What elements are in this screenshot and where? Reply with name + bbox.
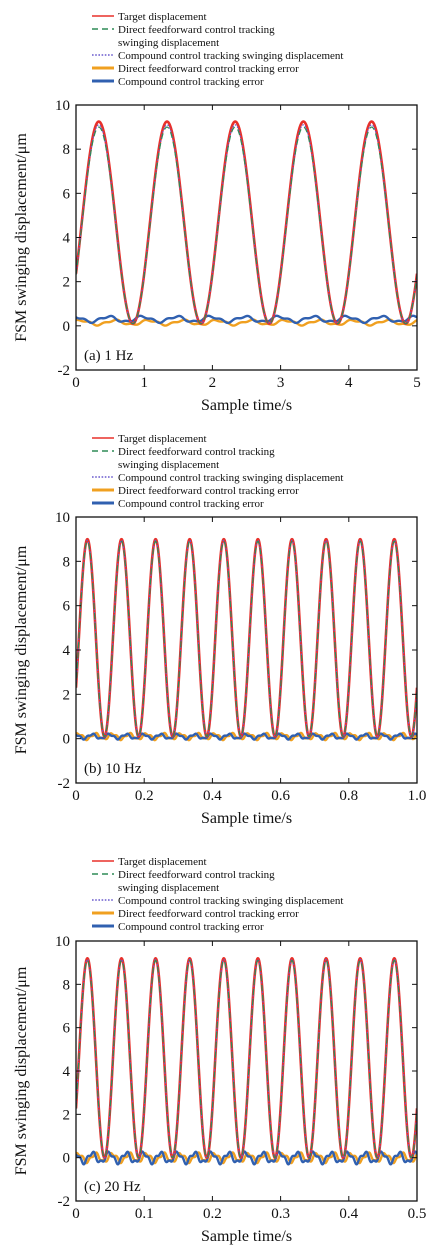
x-axis-label: Sample time/s <box>201 397 292 414</box>
x-tick-label: 1.0 <box>408 788 427 804</box>
x-axis-label: Sample time/s <box>201 1228 292 1245</box>
y-tick-label: 0 <box>63 732 71 748</box>
legend-label-direct-tracking-line2: swinging displacement <box>118 882 219 894</box>
x-tick-label: 2 <box>209 375 217 391</box>
series-compound-tracking <box>76 124 417 325</box>
y-tick-label: 4 <box>63 231 71 247</box>
x-tick-label: 1 <box>140 375 148 391</box>
y-tick-label: 2 <box>63 687 71 703</box>
y-tick-label: 0 <box>63 319 71 335</box>
y-tick-label: 8 <box>63 554 71 570</box>
y-tick-label: -2 <box>58 1194 71 1210</box>
legend-label-target: Target displacement <box>118 856 207 868</box>
y-tick-label: 10 <box>55 510 70 526</box>
legend-label-direct-tracking: Direct feedforward control tracking <box>118 446 275 458</box>
plot-frame <box>75 516 418 784</box>
x-tick-label: 3 <box>277 375 285 391</box>
legend-label-direct-error: Direct feedforward control tracking erro… <box>118 63 299 75</box>
x-tick-label: 0.5 <box>408 1206 427 1222</box>
series-compound-error <box>76 732 417 741</box>
legend-label-target: Target displacement <box>118 433 207 445</box>
y-tick-label: -2 <box>58 776 71 792</box>
panel-label: (c) 20 Hz <box>84 1179 141 1195</box>
x-tick-label: 0 <box>72 375 80 391</box>
y-tick-label: 2 <box>63 275 71 291</box>
y-tick-label: 6 <box>63 599 71 615</box>
y-tick-label: -2 <box>58 363 71 379</box>
y-tick-label: 10 <box>55 98 70 114</box>
legend-label-compound-error: Compound control tracking error <box>118 76 264 88</box>
legend-label-compound-tracking: Compound control tracking swinging displ… <box>118 472 343 484</box>
plot-frame <box>75 104 418 371</box>
y-tick-label: 2 <box>63 1107 71 1123</box>
x-tick-label: 0.8 <box>339 788 358 804</box>
legend-label-compound-tracking: Compound control tracking swinging displ… <box>118 50 343 62</box>
legend-label-direct-error: Direct feedforward control tracking erro… <box>118 908 299 920</box>
series-compound-error <box>76 314 417 325</box>
x-tick-label: 0.4 <box>339 1206 358 1222</box>
y-tick-label: 4 <box>63 1064 71 1080</box>
legend-label-compound-tracking: Compound control tracking swinging displ… <box>118 895 343 907</box>
y-tick-label: 6 <box>63 1021 71 1037</box>
series-direct-tracking <box>76 126 417 325</box>
x-tick-label: 0.2 <box>135 788 154 804</box>
x-tick-label: 0.6 <box>271 788 290 804</box>
series-group <box>76 957 417 1166</box>
y-tick-label: 8 <box>63 142 71 158</box>
x-tick-label: 0 <box>72 1206 80 1222</box>
y-tick-label: 6 <box>63 186 71 202</box>
y-tick-label: 8 <box>63 977 71 993</box>
legend-label-compound-error: Compound control tracking error <box>118 498 264 510</box>
x-tick-label: 0.1 <box>135 1206 154 1222</box>
series-target <box>76 537 417 738</box>
panel-label: (b) 10 Hz <box>84 761 142 777</box>
series-target <box>76 957 417 1159</box>
legend-label-direct-tracking: Direct feedforward control tracking <box>118 869 275 881</box>
x-axis-label: Sample time/s <box>201 810 292 827</box>
y-axis-label: FSM swinging displacement/μm <box>13 133 30 342</box>
panel-label: (a) 1 Hz <box>84 348 133 364</box>
x-tick-label: 4 <box>345 375 353 391</box>
series-group <box>76 537 417 742</box>
series-target <box>76 120 417 325</box>
y-tick-label: 0 <box>63 1151 71 1167</box>
x-tick-label: 0 <box>72 788 80 804</box>
plot-frame <box>75 940 418 1202</box>
legend-label-target: Target displacement <box>118 11 207 23</box>
y-axis-label: FSM swinging displacement/μm <box>13 545 30 754</box>
x-tick-label: 0.4 <box>203 788 222 804</box>
y-axis-label: FSM swinging displacement/μm <box>13 966 30 1175</box>
series-direct-tracking <box>76 540 417 738</box>
y-tick-label: 10 <box>55 934 70 950</box>
x-tick-label: 0.3 <box>271 1206 290 1222</box>
series-group <box>76 120 417 327</box>
x-tick-label: 5 <box>413 375 421 391</box>
x-tick-label: 0.2 <box>203 1206 222 1222</box>
y-tick-label: 4 <box>63 643 71 659</box>
legend-label-direct-tracking-line2: swinging displacement <box>118 37 219 49</box>
legend-label-compound-error: Compound control tracking error <box>118 921 264 933</box>
series-compound-error <box>76 1150 417 1166</box>
legend-label-direct-tracking-line2: swinging displacement <box>118 459 219 471</box>
series-direct-tracking <box>76 959 417 1159</box>
legend-label-direct-tracking: Direct feedforward control tracking <box>118 24 275 36</box>
legend-label-direct-error: Direct feedforward control tracking erro… <box>118 485 299 497</box>
